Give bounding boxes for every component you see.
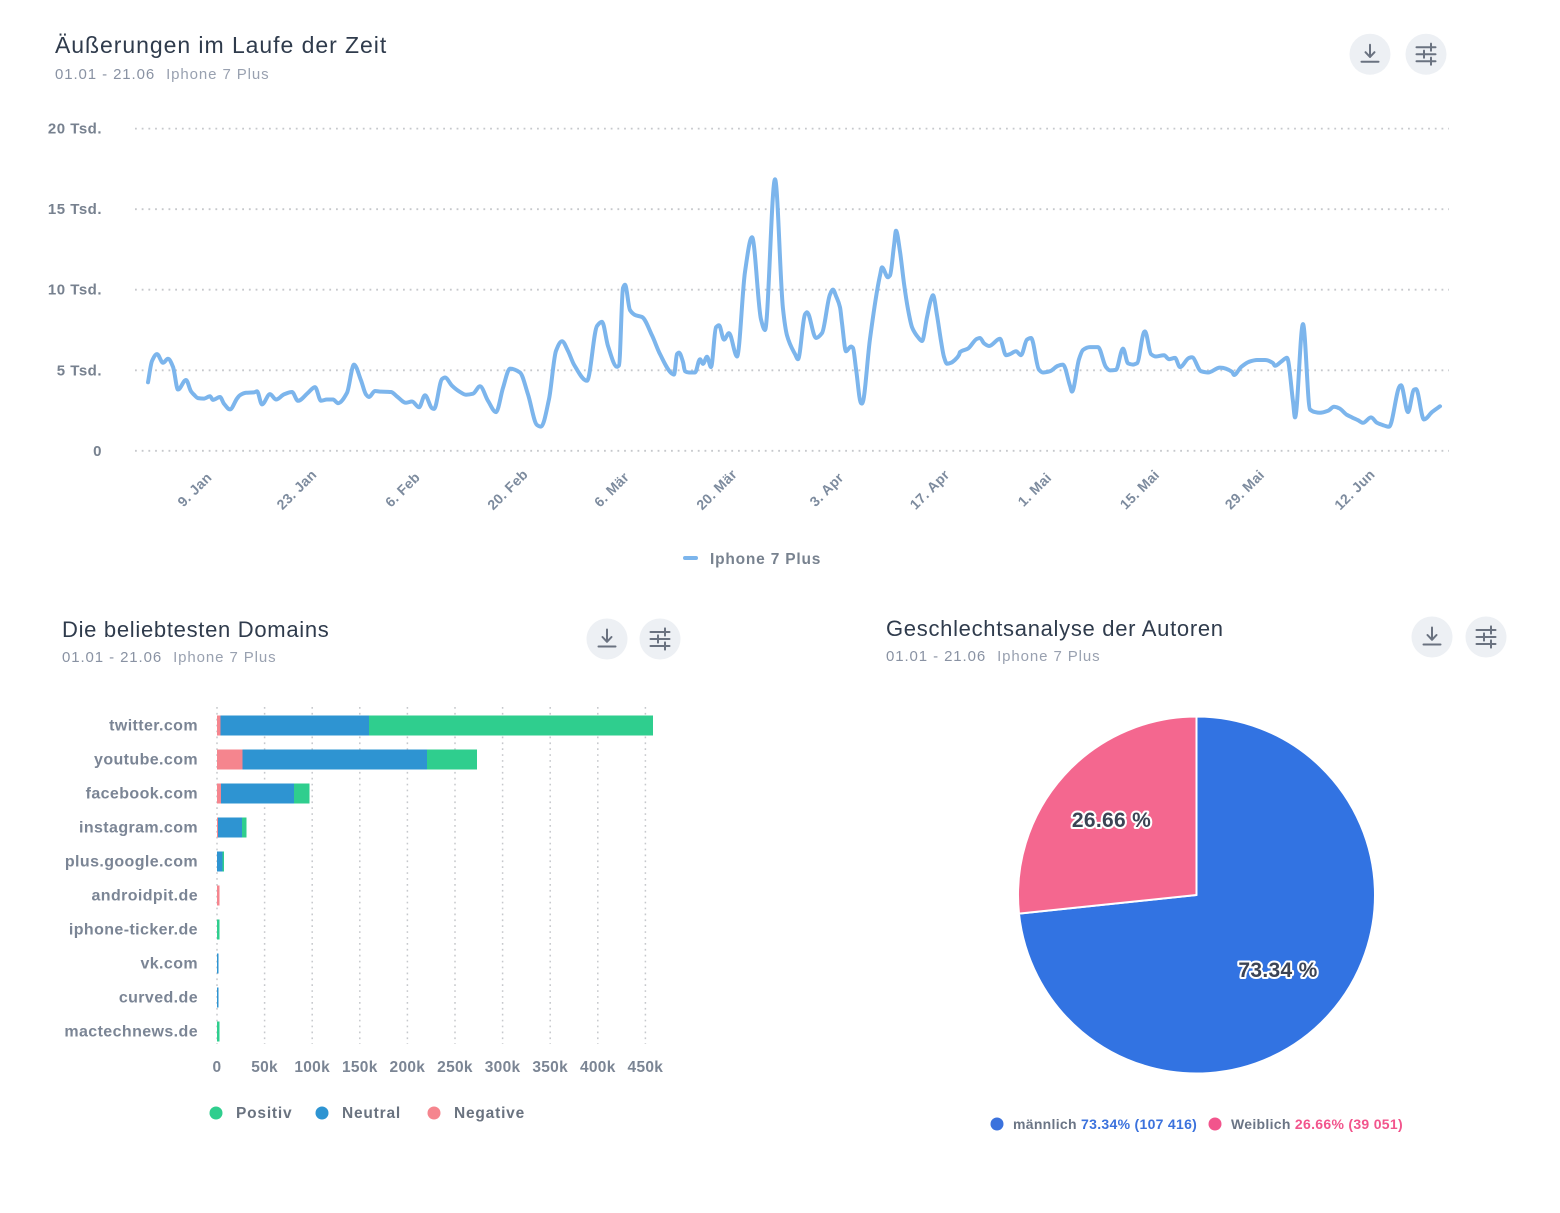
svg-text:iphone-ticker.de: iphone-ticker.de (69, 922, 198, 939)
svg-text:androidpit.de: androidpit.de (91, 888, 198, 905)
svg-text:15 Tsd.: 15 Tsd. (48, 201, 102, 218)
svg-text:250k: 250k (437, 1059, 473, 1076)
svg-text:facebook.com: facebook.com (86, 786, 198, 803)
svg-text:Geschlechtsanalyse der Autoren: Geschlechtsanalyse der Autoren (886, 616, 1224, 641)
svg-text:Iphone 7 Plus: Iphone 7 Plus (710, 551, 821, 568)
svg-text:10 Tsd.: 10 Tsd. (48, 282, 102, 299)
svg-text:29. Mai: 29. Mai (1222, 467, 1268, 513)
svg-text:50k: 50k (251, 1059, 278, 1076)
svg-text:3. Apr: 3. Apr (806, 469, 846, 509)
svg-text:12. Jun: 12. Jun (1331, 466, 1378, 513)
svg-text:26.66 %: 26.66 % (1072, 809, 1151, 832)
svg-text:17. Apr: 17. Apr (906, 466, 952, 512)
svg-text:350k: 350k (532, 1059, 568, 1076)
svg-text:plus.google.com: plus.google.com (65, 854, 198, 871)
svg-text:20 Tsd.: 20 Tsd. (48, 121, 102, 138)
svg-text:Äußerungen im Laufe der Zeit: Äußerungen im Laufe der Zeit (55, 32, 387, 58)
svg-text:73.34 %: 73.34 % (1238, 959, 1317, 982)
svg-text:15. Mai: 15. Mai (1117, 467, 1163, 513)
svg-text:23. Jan: 23. Jan (273, 466, 319, 512)
svg-text:vk.com: vk.com (140, 956, 198, 973)
svg-text:100k: 100k (294, 1059, 330, 1076)
svg-text:5 Tsd.: 5 Tsd. (57, 362, 102, 379)
svg-text:6. Feb: 6. Feb (382, 469, 423, 510)
svg-text:1. Mai: 1. Mai (1014, 469, 1054, 509)
svg-text:instagram.com: instagram.com (79, 820, 198, 837)
svg-text:Die beliebtesten Domains: Die beliebtesten Domains (62, 617, 330, 642)
svg-text:400k: 400k (580, 1059, 616, 1076)
svg-text:20. Feb: 20. Feb (484, 466, 531, 513)
svg-text:youtube.com: youtube.com (94, 752, 198, 769)
svg-text:9. Jan: 9. Jan (174, 469, 215, 510)
svg-text:0: 0 (93, 443, 102, 460)
svg-text:Positiv: Positiv (236, 1105, 292, 1122)
svg-text:curved.de: curved.de (119, 990, 198, 1007)
svg-text:450k: 450k (628, 1059, 664, 1076)
svg-text:200k: 200k (390, 1059, 426, 1076)
svg-text:Neutral: Neutral (342, 1105, 401, 1122)
svg-text:20. Mär: 20. Mär (693, 466, 740, 513)
svg-text:Negative: Negative (454, 1105, 525, 1122)
svg-text:männlich 73.34% (107 416): männlich 73.34% (107 416) (1013, 1116, 1197, 1132)
svg-text:twitter.com: twitter.com (109, 718, 198, 735)
svg-text:Weiblich 26.66% (39 051): Weiblich 26.66% (39 051) (1231, 1116, 1403, 1132)
svg-text:6. Mär: 6. Mär (591, 469, 632, 510)
svg-text:150k: 150k (342, 1059, 378, 1076)
svg-text:300k: 300k (485, 1059, 521, 1076)
svg-text:mactechnews.de: mactechnews.de (64, 1024, 198, 1041)
svg-text:0: 0 (213, 1059, 222, 1076)
